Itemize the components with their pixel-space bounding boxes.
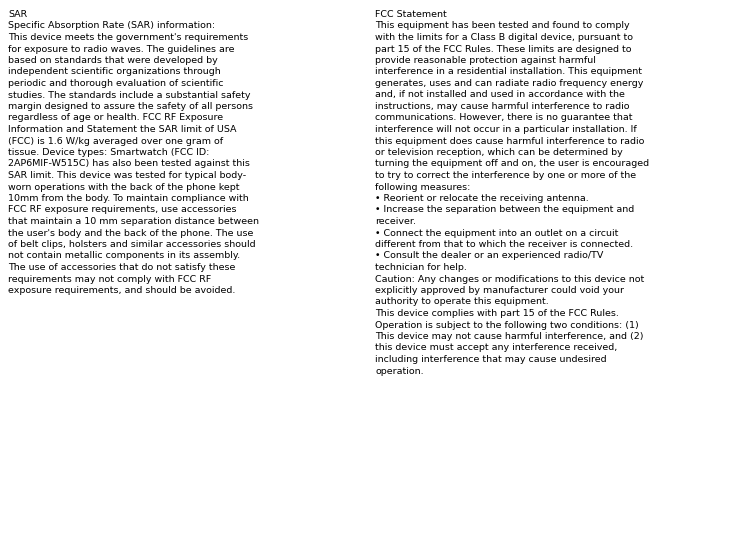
Text: following measures:: following measures: [375, 183, 470, 192]
Text: that maintain a 10 mm separation distance between: that maintain a 10 mm separation distanc… [8, 217, 259, 226]
Text: including interference that may cause undesired: including interference that may cause un… [375, 355, 607, 364]
Text: part 15 of the FCC Rules. These limits are designed to: part 15 of the FCC Rules. These limits a… [375, 45, 631, 53]
Text: based on standards that were developed by: based on standards that were developed b… [8, 56, 218, 65]
Text: of belt clips, holsters and similar accessories should: of belt clips, holsters and similar acce… [8, 240, 255, 249]
Text: the user's body and the back of the phone. The use: the user's body and the back of the phon… [8, 228, 253, 237]
Text: This device may not cause harmful interference, and (2): This device may not cause harmful interf… [375, 332, 644, 341]
Text: SAR: SAR [8, 10, 27, 19]
Text: independent scientific organizations through: independent scientific organizations thr… [8, 67, 220, 76]
Text: for exposure to radio waves. The guidelines are: for exposure to radio waves. The guideli… [8, 45, 234, 53]
Text: Specific Absorption Rate (SAR) information:: Specific Absorption Rate (SAR) informati… [8, 22, 215, 31]
Text: operation.: operation. [375, 367, 423, 375]
Text: 10mm from the body. To maintain compliance with: 10mm from the body. To maintain complian… [8, 194, 249, 203]
Text: requirements may not comply with FCC RF: requirements may not comply with FCC RF [8, 275, 211, 284]
Text: regardless of age or health. FCC RF Exposure: regardless of age or health. FCC RF Expo… [8, 114, 223, 123]
Text: tissue. Device types: Smartwatch (FCC ID:: tissue. Device types: Smartwatch (FCC ID… [8, 148, 210, 157]
Text: This device complies with part 15 of the FCC Rules.: This device complies with part 15 of the… [375, 309, 619, 318]
Text: FCC Statement: FCC Statement [375, 10, 447, 19]
Text: technician for help.: technician for help. [375, 263, 467, 272]
Text: or television reception, which can be determined by: or television reception, which can be de… [375, 148, 623, 157]
Text: authority to operate this equipment.: authority to operate this equipment. [375, 297, 549, 306]
Text: • Consult the dealer or an experienced radio/TV: • Consult the dealer or an experienced r… [375, 252, 604, 261]
Text: FCC RF exposure requirements, use accessories: FCC RF exposure requirements, use access… [8, 206, 237, 214]
Text: • Increase the separation between the equipment and: • Increase the separation between the eq… [375, 206, 634, 214]
Text: interference in a residential installation. This equipment: interference in a residential installati… [375, 67, 642, 76]
Text: with the limits for a Class B digital device, pursuant to: with the limits for a Class B digital de… [375, 33, 633, 42]
Text: not contain metallic components in its assembly.: not contain metallic components in its a… [8, 252, 240, 261]
Text: interference will not occur in a particular installation. If: interference will not occur in a particu… [375, 125, 637, 134]
Text: The use of accessories that do not satisfy these: The use of accessories that do not satis… [8, 263, 235, 272]
Text: generates, uses and can radiate radio frequency energy: generates, uses and can radiate radio fr… [375, 79, 643, 88]
Text: and, if not installed and used in accordance with the: and, if not installed and used in accord… [375, 90, 625, 100]
Text: periodic and thorough evaluation of scientific: periodic and thorough evaluation of scie… [8, 79, 223, 88]
Text: • Connect the equipment into an outlet on a circuit: • Connect the equipment into an outlet o… [375, 228, 618, 237]
Text: instructions, may cause harmful interference to radio: instructions, may cause harmful interfer… [375, 102, 629, 111]
Text: communications. However, there is no guarantee that: communications. However, there is no gua… [375, 114, 632, 123]
Text: this device must accept any interference received,: this device must accept any interference… [375, 344, 618, 353]
Text: SAR limit. This device was tested for typical body-: SAR limit. This device was tested for ty… [8, 171, 246, 180]
Text: This device meets the government's requirements: This device meets the government's requi… [8, 33, 248, 42]
Text: This equipment has been tested and found to comply: This equipment has been tested and found… [375, 22, 629, 31]
Text: provide reasonable protection against harmful: provide reasonable protection against ha… [375, 56, 596, 65]
Text: studies. The standards include a substantial safety: studies. The standards include a substan… [8, 90, 250, 100]
Text: different from that to which the receiver is connected.: different from that to which the receive… [375, 240, 633, 249]
Text: exposure requirements, and should be avoided.: exposure requirements, and should be avo… [8, 286, 235, 295]
Text: explicitly approved by manufacturer could void your: explicitly approved by manufacturer coul… [375, 286, 624, 295]
Text: 2AP6MIF-W515C) has also been tested against this: 2AP6MIF-W515C) has also been tested agai… [8, 159, 250, 169]
Text: • Reorient or relocate the receiving antenna.: • Reorient or relocate the receiving ant… [375, 194, 589, 203]
Text: Information and Statement the SAR limit of USA: Information and Statement the SAR limit … [8, 125, 237, 134]
Text: to try to correct the interference by one or more of the: to try to correct the interference by on… [375, 171, 636, 180]
Text: Operation is subject to the following two conditions: (1): Operation is subject to the following tw… [375, 320, 639, 330]
Text: Caution: Any changes or modifications to this device not: Caution: Any changes or modifications to… [375, 275, 645, 284]
Text: (FCC) is 1.6 W/kg averaged over one gram of: (FCC) is 1.6 W/kg averaged over one gram… [8, 136, 223, 145]
Text: worn operations with the back of the phone kept: worn operations with the back of the pho… [8, 183, 239, 192]
Text: receiver.: receiver. [375, 217, 416, 226]
Text: margin designed to assure the safety of all persons: margin designed to assure the safety of … [8, 102, 253, 111]
Text: turning the equipment off and on, the user is encouraged: turning the equipment off and on, the us… [375, 159, 649, 169]
Text: this equipment does cause harmful interference to radio: this equipment does cause harmful interf… [375, 136, 645, 145]
